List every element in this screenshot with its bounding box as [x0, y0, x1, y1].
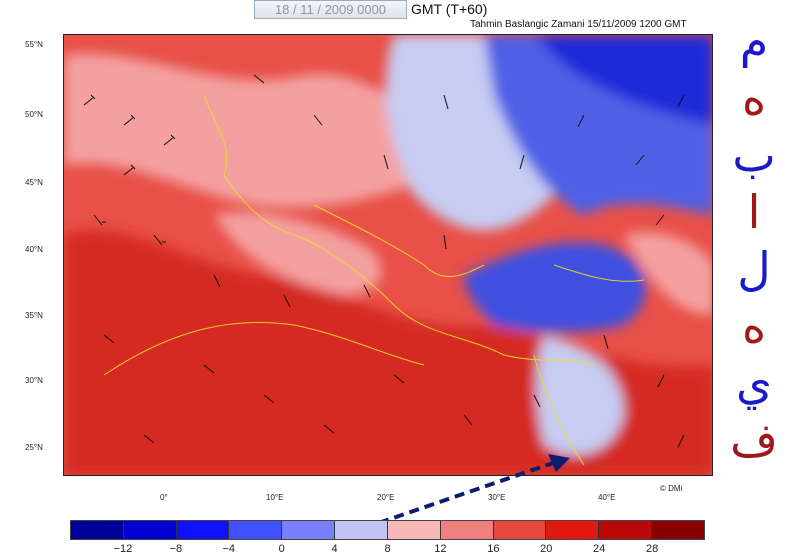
- color-scale-tick-label: −12: [113, 543, 133, 555]
- color-scale-tick-label: 20: [540, 543, 553, 555]
- lat-label: 35°N: [25, 311, 43, 320]
- lon-label: 0°: [160, 493, 168, 502]
- color-scale-tick-label: −4: [222, 543, 236, 555]
- color-scale-tick-label: 12: [434, 543, 447, 555]
- color-scale-swatch: [282, 521, 336, 539]
- color-scale-swatch: [71, 521, 124, 539]
- color-scale-tick-label: 16: [487, 543, 500, 555]
- lat-label: 30°N: [25, 376, 43, 385]
- color-scale-swatch: [599, 521, 653, 539]
- color-scale-tick-label: 0: [278, 543, 285, 555]
- color-scale-tick-label: 4: [331, 543, 338, 555]
- arabic-letter: ب: [732, 128, 776, 182]
- arabic-letter: ا: [747, 185, 761, 239]
- lon-label: 30°E: [488, 493, 506, 502]
- temperature-map: [63, 34, 713, 476]
- lon-label: 40°E: [598, 493, 616, 502]
- color-scale-bar: [70, 520, 705, 540]
- lat-label: 55°N: [25, 40, 43, 49]
- arabic-letter: ف: [730, 413, 778, 467]
- color-scale-swatch: [493, 521, 547, 539]
- arabic-letter: م: [739, 14, 769, 68]
- annotation-arrow-icon: [363, 454, 570, 530]
- valid-date-box: 18 / 11 / 2009 0000: [254, 0, 407, 19]
- arabic-letter: ي: [735, 356, 772, 410]
- color-scale-swatch: [176, 521, 230, 539]
- arabic-letter: ل: [737, 242, 771, 296]
- init-time-label: Tahmin Baslangic Zamani 15/11/2009 1200 …: [470, 19, 687, 30]
- lon-label: 20°E: [377, 493, 395, 502]
- copyright-label: © DMi: [660, 484, 683, 493]
- color-scale-swatch: [546, 521, 600, 539]
- lat-label: 45°N: [25, 178, 43, 187]
- lon-label: 10°E: [266, 493, 284, 502]
- color-scale-swatch: [652, 521, 704, 539]
- temperature-field: [64, 35, 712, 475]
- color-scale-swatch: [123, 521, 177, 539]
- lat-label: 50°N: [25, 110, 43, 119]
- color-scale-swatch: [440, 521, 494, 539]
- color-scale-swatch: [335, 521, 388, 539]
- color-scale-tick-label: 28: [645, 543, 659, 555]
- arabic-letter: ه: [741, 71, 767, 125]
- valid-time-suffix: GMT (T+60): [411, 1, 488, 17]
- color-scale-tick-label: 24: [593, 543, 606, 555]
- lat-label: 25°N: [25, 443, 43, 452]
- arabic-letter: ه: [741, 299, 767, 353]
- lat-label: 40°N: [25, 245, 43, 254]
- color-scale-swatch: [229, 521, 283, 539]
- color-scale-tick-label: 8: [384, 543, 391, 555]
- color-scale-swatch: [387, 521, 441, 539]
- color-scale-tick-label: −8: [169, 543, 183, 555]
